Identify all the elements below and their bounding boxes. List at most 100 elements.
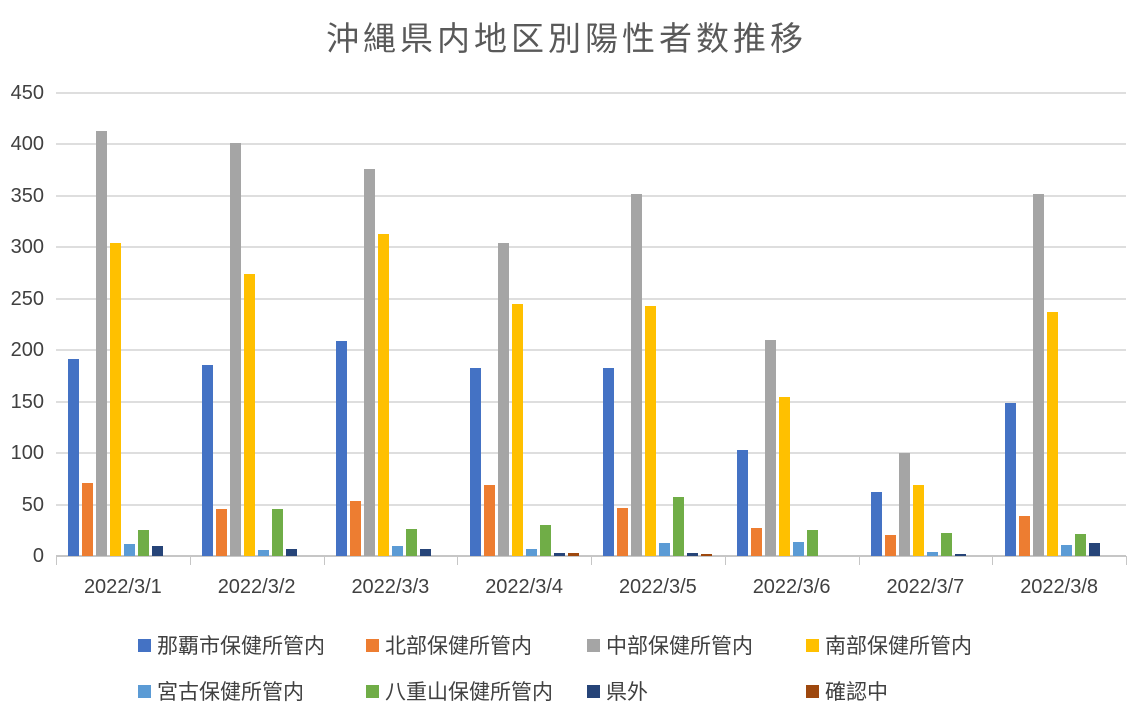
axis-tick (323, 556, 325, 565)
bar (1032, 193, 1044, 556)
gridline (56, 349, 1126, 352)
y-tick-label: 250 (10, 287, 44, 310)
x-tick-label: 2022/3/6 (752, 576, 831, 598)
bar (138, 530, 150, 556)
gridline (56, 246, 1126, 249)
legend-swatch (806, 638, 819, 652)
bar (272, 508, 284, 556)
y-tick-label: 150 (10, 390, 44, 413)
bar (349, 501, 361, 556)
bar (483, 485, 495, 556)
bar (1074, 534, 1086, 556)
axis-tick (724, 556, 726, 565)
bar (567, 552, 579, 556)
legend-label: 県外 (606, 681, 648, 704)
legend-label: 那覇市保健所管内 (157, 635, 325, 658)
axis-ticks (56, 556, 1127, 565)
bar (926, 551, 938, 556)
bar (82, 482, 94, 556)
bar (335, 340, 347, 556)
axis-tick (1126, 556, 1127, 565)
bar (419, 548, 431, 556)
bar-group (725, 93, 859, 556)
bar (1018, 515, 1030, 556)
x-tick-label: 2022/3/5 (618, 576, 697, 598)
legend-item: 南部保健所管内 (806, 630, 972, 660)
bar (377, 233, 389, 556)
bar (912, 485, 924, 556)
legend-item: 八重山保健所管内 (366, 676, 553, 706)
x-tick-label: 2022/3/2 (217, 576, 296, 598)
legend-swatch (587, 684, 600, 698)
axis-tick (591, 556, 592, 565)
gridline (56, 400, 1126, 403)
x-tick-label: 2022/3/3 (351, 576, 430, 598)
legend-swatch (366, 638, 379, 652)
bar (870, 492, 882, 556)
y-tick-label: 0 (32, 545, 44, 567)
bar (553, 552, 565, 556)
bar (807, 530, 819, 556)
bar (110, 243, 122, 556)
bar (244, 274, 256, 556)
bar (779, 396, 791, 556)
bar (954, 553, 966, 556)
bar-group (591, 93, 725, 556)
bar (603, 367, 615, 556)
bar-group (859, 93, 993, 556)
gridline (56, 194, 1126, 197)
x-tick-label: 2022/3/8 (1020, 576, 1099, 598)
bar (469, 367, 481, 556)
x-tick-label: 2022/3/7 (886, 576, 965, 598)
bar (230, 143, 242, 556)
bar-group (992, 93, 1126, 556)
bar (152, 545, 164, 556)
bar (1088, 542, 1100, 556)
bar (751, 528, 763, 556)
bar-group (190, 93, 324, 556)
legend-swatch (587, 638, 600, 652)
bar (258, 549, 270, 556)
bar (497, 243, 509, 556)
bar (511, 303, 523, 556)
bar (539, 525, 551, 556)
gridline (56, 503, 1126, 506)
bar (659, 542, 671, 556)
legend-label: 宮古保健所管内 (157, 681, 304, 704)
legend-label: 南部保健所管内 (825, 635, 972, 658)
bar (216, 508, 228, 556)
bar-groups (56, 93, 1126, 556)
legend-item: 宮古保健所管内 (138, 676, 304, 706)
legend-swatch (138, 638, 151, 652)
legend-row-2: 宮古保健所管内 八重山保健所管内 県外 確認中 (0, 676, 1133, 704)
bar (124, 543, 136, 556)
y-axis: 450 400 350 300 250 200 150 100 50 0 (0, 82, 44, 567)
bar-group (324, 93, 458, 556)
bar (898, 453, 910, 556)
legend-swatch (806, 684, 819, 698)
legend-item: 確認中 (806, 676, 888, 706)
legend-swatch (366, 684, 379, 698)
bar (286, 548, 298, 556)
bar (687, 552, 699, 556)
bar (737, 450, 749, 556)
bar (391, 545, 403, 556)
legend-label: 北部保健所管内 (385, 635, 532, 658)
bar (1060, 544, 1072, 556)
y-tick-label: 200 (10, 339, 44, 362)
bar (405, 529, 417, 556)
bar (96, 131, 108, 556)
axis-tick (189, 556, 191, 565)
legend-item: 那覇市保健所管内 (138, 630, 325, 660)
x-tick-label: 2022/3/1 (83, 576, 162, 598)
legend-item: 中部保健所管内 (587, 630, 753, 660)
x-tick-label: 2022/3/4 (485, 576, 564, 598)
legend-row-1: 那覇市保健所管内 北部保健所管内 中部保健所管内 南部保健所管内 (0, 630, 1133, 658)
bar (701, 553, 713, 556)
bar (525, 548, 537, 556)
bar (645, 305, 657, 556)
bar-group (56, 93, 190, 556)
axis-tick (56, 556, 57, 565)
chart-title: 沖縄県内地区別陽性者数推移 (326, 20, 807, 57)
